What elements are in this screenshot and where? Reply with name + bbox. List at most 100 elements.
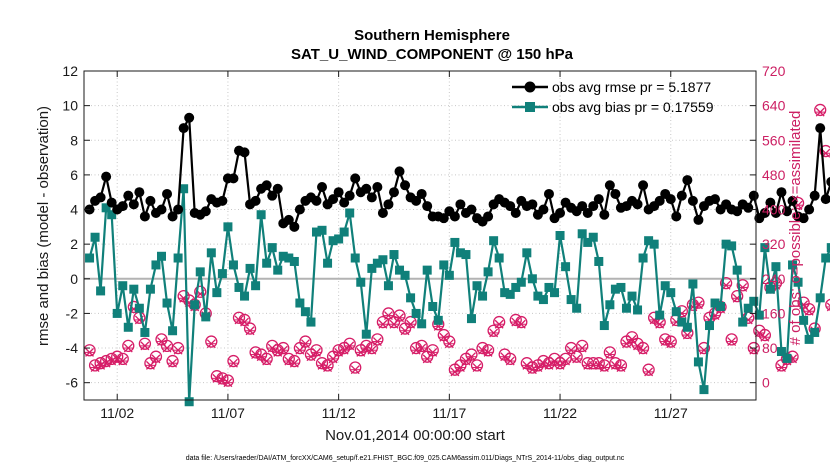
obs-assimilated-marker [344,341,356,351]
rmse-point [350,173,361,184]
obs-assimilated-marker [405,319,417,329]
rmse-point [117,201,128,212]
rmse-point [466,204,477,215]
rmse-point [809,190,820,201]
obs-possible-marker [443,335,456,348]
bias-point [395,265,405,275]
rmse-point [748,190,759,201]
rmse-point [101,171,112,182]
obs-assimilated-marker [371,337,383,347]
bias-point [378,255,388,265]
rmse-point [394,166,405,177]
bias-point [129,284,139,294]
rmse-point [123,190,134,201]
obs-assimilated-marker [139,341,151,351]
rmse-point [128,199,139,210]
y-tick-label: -6 [66,375,79,391]
bias-point [821,253,830,263]
obs-possible-marker [299,335,312,348]
rmse-point [804,204,815,215]
rmse-point [272,183,283,194]
bias-point [311,227,321,237]
rmse-point [134,187,145,198]
rmse-point [449,211,460,222]
bias-point [677,317,687,327]
obs-assimilated-marker [349,365,361,375]
obs-assimilated-marker [421,354,433,364]
x-tick-label: 11/27 [654,405,688,421]
rmse-point [156,204,167,215]
rmse-point [527,199,538,210]
obs-assimilated-marker [150,354,162,364]
obs-possible-marker [642,363,655,376]
obs-assimilated-marker [322,363,334,372]
obs-assimilated-marker [454,363,466,372]
obs-possible-marker [747,341,760,355]
rmse-point [781,206,792,217]
bias-point [583,237,593,247]
bias-point [688,279,698,289]
obs-possible-marker [277,341,290,355]
obs-assimilated-marker [416,343,428,353]
obs-assimilated-marker [654,319,666,329]
rmse-point [654,195,665,206]
bias-point [295,298,305,308]
obs-possible-marker [404,315,417,329]
bias-point [743,303,753,313]
y-tick-label: -4 [66,340,79,356]
bias-point [466,314,476,324]
bias-point [738,317,748,327]
rmse-point [162,188,173,199]
rmse-point [250,195,261,206]
x-tick-label: 11/07 [211,405,245,421]
bias-point [422,265,432,275]
obs-possible-marker [731,289,744,303]
rmse-point [344,190,355,201]
obs-possible-marker [692,296,705,309]
obs-assimilated-marker [266,343,278,353]
bias-point [85,253,95,263]
bias-point [262,258,272,268]
obs-possible-marker [371,333,384,346]
bias-point [212,288,222,298]
bias-point [555,231,565,240]
bias-point [184,397,194,407]
rmse-point [543,188,554,199]
rmse-point [588,201,599,212]
obs-assimilated-marker [122,343,134,353]
obs-assimilated-marker [825,302,830,312]
obs-assimilated-marker [449,367,461,377]
obs-possible-marker [825,298,830,311]
bias-point [223,222,233,232]
obs-assimilated-marker [327,354,339,364]
bias-point [90,232,100,242]
bias-point [655,310,665,320]
bias-point [494,253,504,263]
bias-point [123,322,133,332]
bias-point [433,315,443,325]
rmse-point [776,187,787,198]
y-tick-label: 8 [70,132,78,148]
bias-point [721,239,731,249]
bias-point [372,258,382,268]
rmse-point [333,187,344,198]
y-axis-label: rmse and bias (model - observation) [35,106,52,346]
bias-point [101,203,111,213]
obs-possible-marker [343,337,356,350]
rmse-point [106,197,117,208]
obs-assimilated-marker [239,317,251,327]
rmse-point [510,207,521,218]
bias-point [815,293,825,303]
obs-assimilated-marker [222,378,234,388]
bias-point [151,260,161,270]
obs-possible-marker [487,324,500,337]
bias-point [356,277,366,287]
bias-point [649,239,659,249]
obs-assimilated-marker [355,347,367,357]
obs-assimilated-marker [521,360,533,370]
bias-point [444,270,454,280]
rmse-point [604,180,615,191]
obs-assimilated-marker [604,350,616,360]
rmse-point [217,195,228,206]
obs-possible-marker [166,354,179,368]
